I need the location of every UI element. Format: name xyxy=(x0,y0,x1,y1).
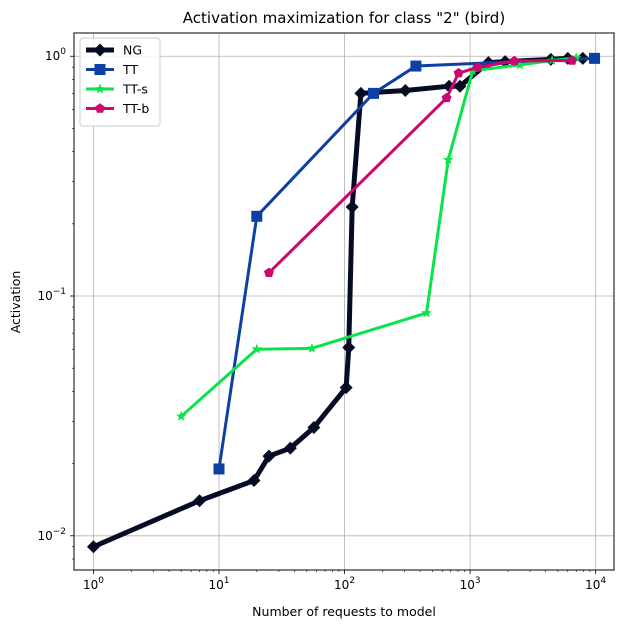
data-point-tt xyxy=(213,463,225,475)
x-axis-label: Number of requests to model xyxy=(252,604,436,619)
x-tick-label: 103 xyxy=(460,576,481,592)
data-point-ng xyxy=(398,83,412,97)
data-point-tt-s xyxy=(251,343,263,354)
data-point-tt xyxy=(367,87,379,99)
data-point-ng xyxy=(354,86,368,100)
data-point-ng xyxy=(283,441,297,455)
chart-title: Activation maximization for class "2" (b… xyxy=(183,9,505,27)
series-tt xyxy=(213,52,601,475)
data-point-tt-b xyxy=(453,67,464,78)
data-point-tt-b xyxy=(264,267,274,277)
legend-label: NG xyxy=(123,43,142,58)
plot-frame xyxy=(73,32,615,571)
series-layer xyxy=(86,51,601,554)
x-tick-label: 102 xyxy=(334,576,355,592)
data-point-ng xyxy=(193,494,207,508)
legend-item-ng: NG xyxy=(86,43,142,58)
data-point-tt-s xyxy=(175,410,187,421)
data-point-tt-b xyxy=(509,55,520,66)
data-point-tt-s xyxy=(570,52,582,63)
legend-label: TT xyxy=(122,62,138,77)
data-point-ng xyxy=(453,79,467,93)
x-tick-label: 101 xyxy=(208,576,229,592)
legend-swatch-marker xyxy=(95,103,105,113)
legend-item-tt: TT xyxy=(86,62,138,77)
axis-ticks: 100 101 102 103 104 10−2 10−1 100 xyxy=(37,47,606,592)
data-point-tt-s xyxy=(421,307,432,318)
data-point-tt-s xyxy=(306,342,318,353)
y-tick-label: 100 xyxy=(45,47,66,63)
data-point-tt-b xyxy=(441,92,452,103)
y-axis-label: Activation xyxy=(8,271,23,334)
data-point-ng xyxy=(86,540,100,554)
data-point-tt-b xyxy=(472,62,483,72)
series-tt-s xyxy=(175,52,582,421)
legend-item-tt-s: TT-s xyxy=(86,82,148,97)
data-point-tt xyxy=(589,52,601,64)
legend-swatch-marker xyxy=(94,83,106,94)
x-tick-label: 100 xyxy=(83,576,104,592)
legend-label: TT-s xyxy=(122,82,148,97)
y-tick-label: 10−2 xyxy=(37,527,66,543)
y-tick-label: 10−1 xyxy=(37,287,66,303)
data-point-ng xyxy=(247,474,261,488)
series-tt-b xyxy=(264,55,578,277)
data-point-ng xyxy=(345,200,359,214)
data-point-ng xyxy=(342,340,356,354)
series-line-tt-b xyxy=(267,58,574,275)
data-point-ng xyxy=(307,420,321,434)
data-point-ng xyxy=(339,381,353,395)
legend-item-tt-b: TT-b xyxy=(86,101,149,116)
series-ng xyxy=(86,51,590,554)
data-point-tt-b xyxy=(567,55,578,65)
data-point-tt xyxy=(410,60,422,72)
series-line-tt-s xyxy=(179,56,578,418)
data-point-ng xyxy=(262,449,276,463)
data-point-tt-s xyxy=(443,154,454,165)
x-tick-label: 104 xyxy=(585,576,606,592)
legend: NG TT TT-s TT-b xyxy=(79,37,161,127)
data-point-tt xyxy=(251,210,263,222)
series-line-tt xyxy=(217,56,597,471)
data-point-tt-s xyxy=(514,59,526,70)
legend-label: TT-b xyxy=(122,101,149,116)
legend-swatch-marker xyxy=(93,43,107,57)
legend-swatch-marker xyxy=(94,64,106,75)
